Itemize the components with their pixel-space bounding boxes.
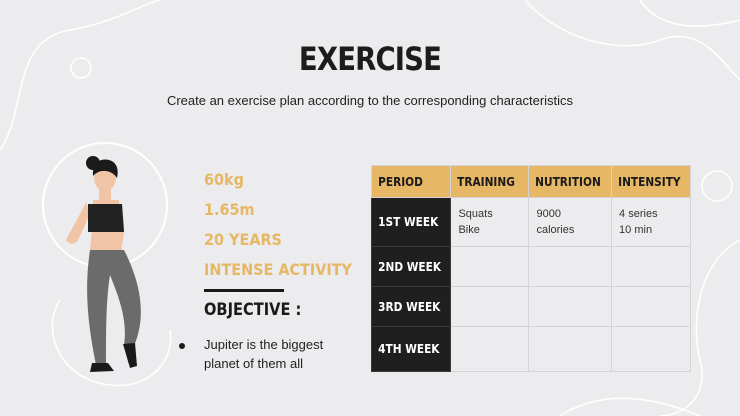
page-subtitle: Create an exercise plan according to the… [166,93,574,108]
body-stats: 60kg 1.65m 20 YEARS INTENSE ACTIVITY [204,169,368,289]
table-row: 2ND WEEK [370,246,691,287]
intensity-cell [611,246,691,287]
intensity-cell [611,326,691,372]
stat-age: 20 YEARS [204,230,282,249]
objective-divider [204,289,284,292]
nutrition-cell [528,326,613,372]
stat-weight: 60kg [204,170,244,189]
column-header-period: PERIOD [370,165,452,198]
period-cell: 4TH WEEK [370,326,452,372]
stat-height: 1.65m [204,200,255,219]
period-cell: 2ND WEEK [370,246,452,287]
period-cell: 3RD WEEK [370,286,452,327]
nutrition-cell: 9000 calories [528,197,613,247]
bullet-icon [179,343,185,349]
intensity-cell [611,286,691,327]
nutrition-cell [528,246,613,287]
stat-activity: INTENSE ACTIVITY [204,260,352,279]
table-row: 3RD WEEK [370,286,691,327]
objective-text: Jupiter is the biggest planet of them al… [204,337,324,371]
nutrition-cell [528,286,613,327]
page-title: EXERCISE [298,40,442,78]
table-row: 1ST WEEK Squats Bike 9000 calories 4 serie… [370,197,691,247]
training-cell [450,286,530,327]
training-cell [450,246,530,287]
period-cell: 1ST WEEK [370,197,452,247]
training-cell [450,326,530,372]
intensity-cell: 4 series 10 min [611,197,691,247]
column-header-training: TRAINING [450,165,530,198]
column-header-nutrition: NUTRITION [528,165,613,198]
training-cell: Squats Bike [450,197,530,247]
table-row: 4TH WEEK [370,326,691,372]
exercise-plan-table: PERIOD TRAINING NUTRITION INTENSITY 1ST … [370,165,691,372]
objective-heading: OBJECTIVE : [204,300,302,320]
column-header-intensity: INTENSITY [611,165,691,198]
table-header-row: PERIOD TRAINING NUTRITION INTENSITY [370,165,691,198]
